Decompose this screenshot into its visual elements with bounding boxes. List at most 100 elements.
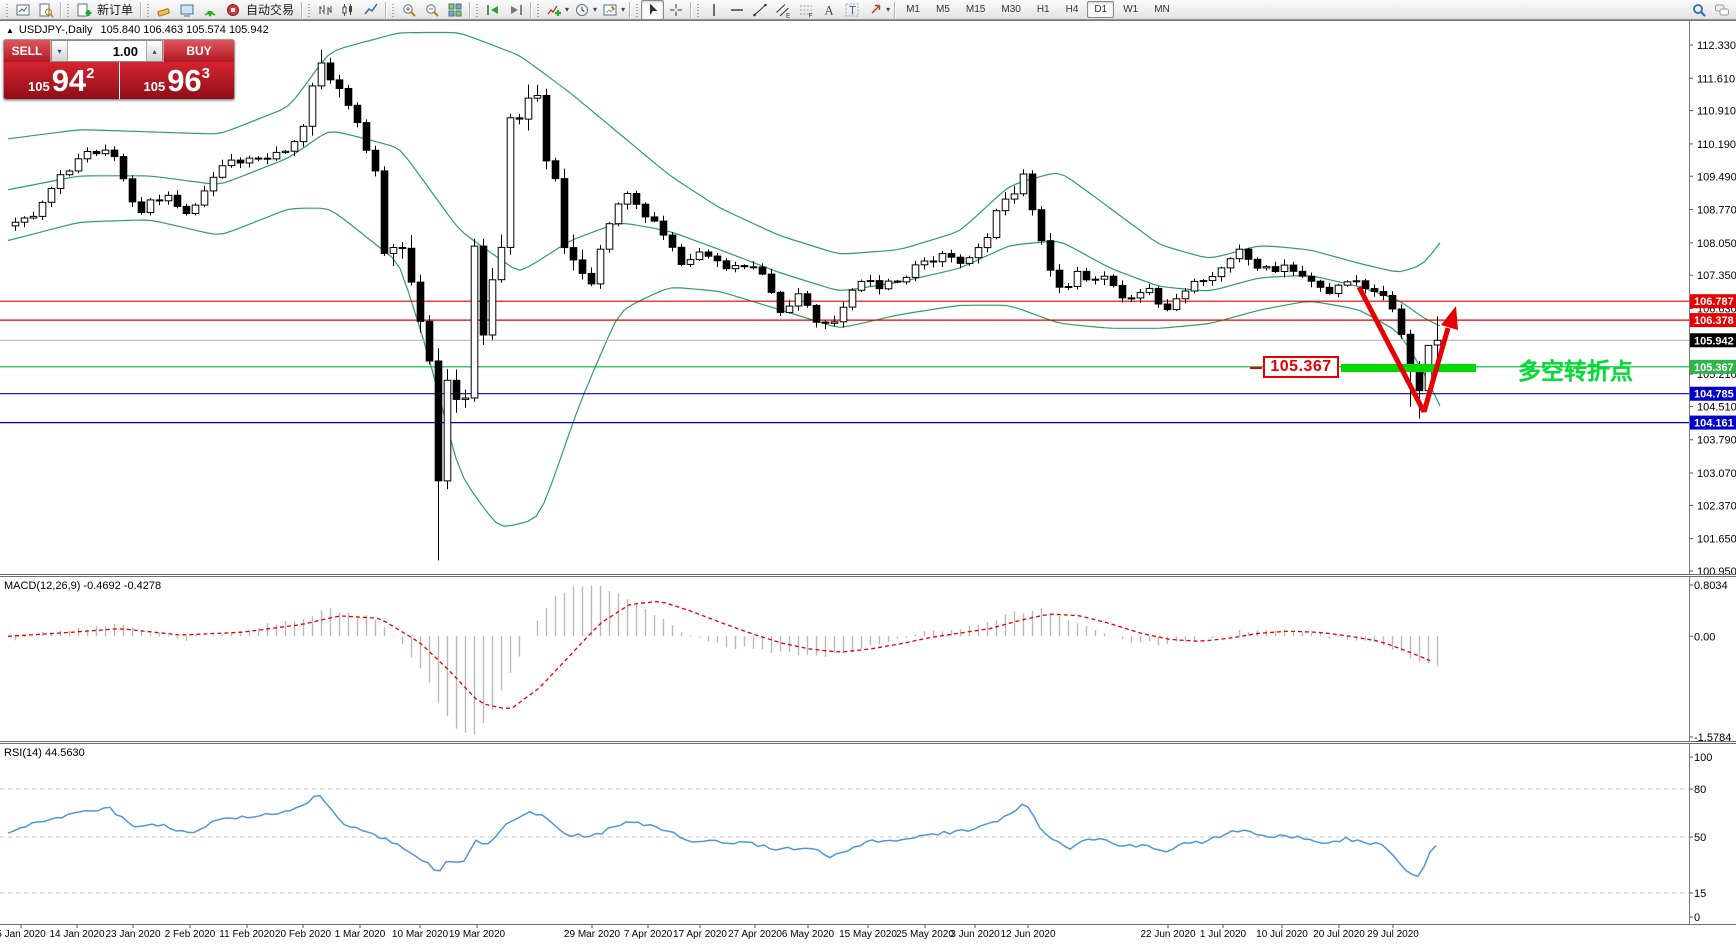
- date-axis-label: 29 Mar 2020: [563, 929, 621, 940]
- zoom-out-icon[interactable]: [420, 0, 443, 20]
- timeframe-mn[interactable]: MN: [1154, 4, 1170, 15]
- tile-windows-icon[interactable]: [443, 0, 466, 20]
- volume-increase-button[interactable]: ▴: [146, 41, 162, 61]
- bar-chart-icon[interactable]: [313, 0, 336, 20]
- candle-body: [1055, 269, 1064, 288]
- candle-body: [911, 264, 920, 278]
- gold-icon[interactable]: [152, 0, 175, 20]
- candle-body: [956, 256, 965, 264]
- timeframe-h1[interactable]: H1: [1036, 4, 1050, 15]
- candle-body: [713, 255, 722, 262]
- cursor-icon[interactable]: [641, 0, 665, 20]
- candlestick-chart-icon[interactable]: [336, 0, 359, 20]
- candle-body: [137, 201, 146, 213]
- dropdown-caret-icon[interactable]: ▾: [593, 5, 598, 14]
- support-highlight-bar[interactable]: [1341, 364, 1476, 372]
- candle-body: [749, 266, 758, 269]
- buy-button[interactable]: BUY: [163, 40, 234, 62]
- sell-price-prefix: 105: [27, 79, 50, 94]
- indicators-icon[interactable]: [542, 0, 565, 20]
- profiles-icon[interactable]: [34, 0, 57, 20]
- candle-body: [641, 203, 650, 218]
- candle-body: [191, 204, 200, 215]
- crosshair-icon[interactable]: [664, 0, 687, 20]
- candle-body: [668, 234, 677, 248]
- timeframe-m30[interactable]: M30: [1001, 4, 1021, 15]
- candle-body: [1127, 297, 1136, 300]
- fibonacci-icon[interactable]: F: [794, 0, 817, 20]
- new-order-button[interactable]: [72, 0, 95, 20]
- charts-page-icon[interactable]: [11, 0, 34, 20]
- templates-icon[interactable]: [598, 0, 621, 20]
- price-tag-value: 106.378: [1694, 315, 1734, 327]
- volume-value[interactable]: 1.00: [112, 43, 138, 59]
- macd-signal-line: [7, 600, 1431, 709]
- dropdown-caret-icon[interactable]: ▾: [565, 5, 570, 14]
- toolbar-grip: [635, 2, 640, 17]
- candle-body: [1226, 258, 1235, 269]
- rsi-panel-splitter[interactable]: [0, 741, 1736, 744]
- dropdown-caret-icon[interactable]: ▾: [886, 5, 891, 14]
- timeframe-m5[interactable]: M5: [936, 4, 950, 15]
- periods-clock-icon[interactable]: [570, 0, 593, 20]
- terminal-icon[interactable]: [175, 0, 198, 20]
- price-tick-label: 110.190: [1697, 139, 1736, 151]
- arrows-icon[interactable]: [863, 0, 886, 20]
- price-annotation-label[interactable]: 105.367: [1263, 356, 1339, 378]
- sell-price[interactable]: 105 94 2: [4, 62, 119, 99]
- bollinger-middle-band[interactable]: [7, 131, 1441, 327]
- toolbar-separator: [690, 1, 692, 18]
- candle-body: [146, 199, 155, 214]
- line-chart-icon[interactable]: [359, 0, 382, 20]
- candle-body: [200, 190, 209, 206]
- date-axis-label: 6 May 2020: [781, 929, 835, 940]
- timeframe-d1[interactable]: D1: [1087, 1, 1115, 18]
- price-tag-value: 106.787: [1694, 296, 1734, 308]
- buy-price[interactable]: 105 96 3: [119, 62, 234, 99]
- candle-body: [1010, 193, 1019, 200]
- timeframe-m1[interactable]: M1: [906, 4, 920, 15]
- chart-shift-icon[interactable]: [504, 0, 527, 20]
- candle-body: [74, 158, 83, 172]
- trendline-icon[interactable]: [748, 0, 771, 20]
- auto-scroll-icon[interactable]: [481, 0, 504, 20]
- candle-body: [1037, 209, 1046, 242]
- candle-body: [110, 149, 119, 158]
- timeframe-w1[interactable]: W1: [1123, 4, 1139, 15]
- search-icon[interactable]: [1687, 0, 1710, 20]
- chat-icon[interactable]: [1710, 0, 1733, 20]
- trend-arrow-up[interactable]: [1421, 327, 1451, 413]
- caret-up-icon: ▴: [152, 46, 157, 56]
- candle-body: [515, 117, 524, 120]
- new-order-button-label[interactable]: 新订单: [97, 3, 134, 17]
- rsi-line: [7, 795, 1437, 878]
- candle-body: [209, 176, 218, 192]
- text-icon[interactable]: A: [817, 0, 840, 20]
- timeframe-m15[interactable]: M15: [965, 4, 986, 15]
- candle-body: [389, 247, 398, 254]
- timeframe-h4[interactable]: H4: [1065, 4, 1079, 15]
- bollinger-lower-band[interactable]: [7, 207, 1441, 527]
- horizontal-line-icon[interactable]: [725, 0, 748, 20]
- bollinger-upper-band[interactable]: [7, 31, 1441, 273]
- candle-body: [1352, 280, 1361, 283]
- sell-button[interactable]: SELL: [4, 40, 51, 62]
- collapse-triangle-icon[interactable]: ▲: [6, 25, 14, 35]
- candle-body: [425, 320, 434, 362]
- macd-panel-splitter[interactable]: [0, 574, 1736, 577]
- autotrading-button-label[interactable]: 自动交易: [246, 3, 295, 17]
- candle-body: [848, 289, 857, 308]
- dropdown-caret-icon[interactable]: ▾: [621, 5, 626, 14]
- zoom-in-icon[interactable]: [397, 0, 420, 20]
- signal-icon[interactable]: [198, 0, 221, 20]
- vertical-line-icon[interactable]: [702, 0, 725, 20]
- autotrading-button[interactable]: [221, 0, 244, 20]
- text-label-icon[interactable]: T: [840, 0, 863, 20]
- volume-decrease-button[interactable]: ▾: [52, 41, 68, 61]
- trend-arrow-down[interactable]: [1356, 285, 1427, 414]
- equidistant-channel-icon[interactable]: E: [771, 0, 794, 20]
- annotation-text[interactable]: 多空转折点: [1518, 358, 1633, 384]
- toolbar-grip: [66, 2, 70, 17]
- price-tick-label: 108.770: [1697, 205, 1736, 217]
